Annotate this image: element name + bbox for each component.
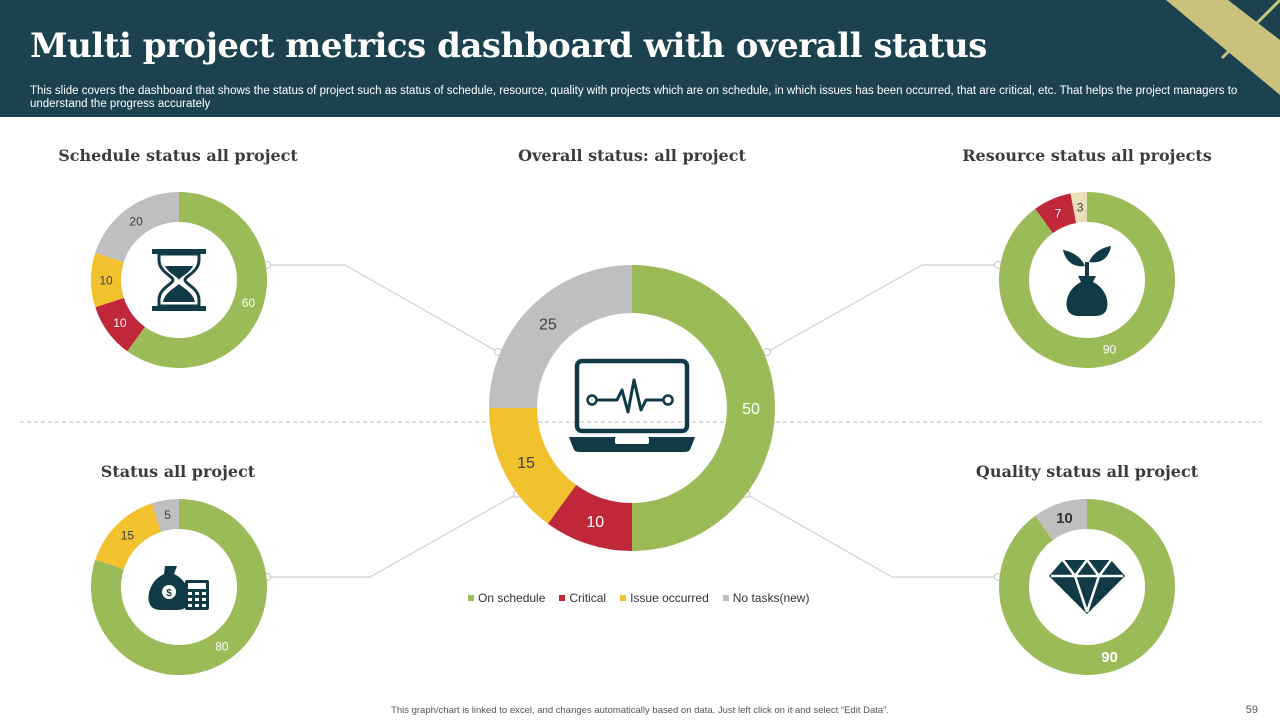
schedule-label-issue-occurred: 10 bbox=[99, 273, 113, 287]
resource-slice-critical bbox=[1035, 193, 1077, 234]
page-title: Multi project metrics dashboard with ove… bbox=[30, 26, 987, 66]
legend-item-issue-occurred: Issue occurred bbox=[620, 591, 709, 605]
quality-label-on-schedule: 90 bbox=[1101, 649, 1118, 666]
quality-slice-no-tasks-new bbox=[1035, 499, 1087, 541]
status-slice-on-schedule bbox=[91, 499, 268, 676]
overall-label-critical: 10 bbox=[586, 514, 604, 531]
connector-lines bbox=[267, 264, 998, 578]
status-label-on-schedule: 80 bbox=[215, 639, 229, 653]
connector-status bbox=[267, 493, 518, 578]
quality-slice-on-schedule bbox=[998, 499, 1176, 675]
resource-donut-chart: 90 7 3 bbox=[998, 192, 1176, 368]
overall-chart-title: Overall status: all project bbox=[518, 146, 746, 165]
resource-chart-title: Resource status all projects bbox=[962, 146, 1212, 165]
resource-label-other: 3 bbox=[1077, 201, 1084, 215]
overall-label-on-schedule: 50 bbox=[742, 401, 760, 418]
schedule-slice-issue-occurred bbox=[91, 252, 124, 308]
corner-decoration bbox=[1166, 0, 1280, 95]
status-chart-title: Status all project bbox=[100, 462, 256, 481]
legend-swatch-critical bbox=[559, 595, 566, 601]
page-subtitle: This slide covers the dashboard that sho… bbox=[30, 85, 1238, 110]
schedule-label-critical: 10 bbox=[113, 316, 127, 330]
connector-schedule bbox=[267, 264, 499, 353]
legend-label: Critical bbox=[569, 591, 607, 605]
schedule-label-on-schedule: 60 bbox=[242, 296, 256, 310]
legend-label: Issue occurred bbox=[630, 591, 709, 605]
legend-swatch-issue-occurred bbox=[620, 595, 627, 601]
resource-slice-other bbox=[1070, 192, 1087, 224]
money-plant-icon bbox=[1063, 246, 1111, 316]
overall-label-no-tasks-new: 25 bbox=[539, 317, 557, 334]
header-bar: Multi project metrics dashboard with ove… bbox=[0, 0, 1280, 117]
overall-slice-critical bbox=[547, 484, 632, 551]
schedule-label-no-tasks-new: 20 bbox=[129, 214, 143, 228]
legend-item-on-schedule: On schedule bbox=[468, 591, 545, 605]
overall-slice-no-tasks-new bbox=[489, 265, 632, 408]
legend-item-critical: Critical bbox=[559, 591, 606, 605]
status-label-no-tasks-new: 5 bbox=[164, 508, 171, 522]
schedule-slice-no-tasks-new bbox=[95, 192, 179, 263]
legend-label: On schedule bbox=[478, 591, 546, 605]
svg-text:$: $ bbox=[166, 588, 172, 599]
resource-label-critical: 7 bbox=[1055, 206, 1062, 220]
legend-label: No tasks(new) bbox=[732, 591, 810, 605]
schedule-slice-critical bbox=[95, 297, 145, 352]
hourglass-icon bbox=[152, 249, 206, 311]
status-slice-no-tasks-new bbox=[151, 499, 179, 532]
status-donut-chart: 80 15 5 bbox=[91, 499, 268, 676]
diamond-icon bbox=[1049, 557, 1125, 614]
legend-swatch-on-schedule bbox=[468, 595, 474, 601]
resource-label-on-schedule: 90 bbox=[1103, 343, 1117, 357]
money-calculator-icon: $ bbox=[148, 566, 209, 610]
schedule-donut-chart: 60 10 10 20 bbox=[91, 192, 268, 368]
overall-chart-legend: On schedule Critical Issue occurred No t… bbox=[468, 591, 809, 605]
overall-slice-on-schedule bbox=[632, 265, 775, 551]
status-label-issue-occurred: 15 bbox=[121, 529, 135, 543]
legend-swatch-no-tasks bbox=[722, 595, 729, 601]
connector-quality bbox=[745, 493, 998, 578]
overall-slice-issue-occurred bbox=[489, 408, 577, 524]
resource-slice-on-schedule bbox=[998, 192, 1176, 368]
overall-label-issue-occurred: 15 bbox=[517, 455, 535, 472]
legend-item-no-tasks: No tasks(new) bbox=[722, 591, 810, 605]
status-slice-issue-occurred bbox=[95, 503, 162, 570]
page-number: 59 bbox=[1245, 704, 1258, 716]
quality-label-no-tasks-new: 10 bbox=[1056, 510, 1073, 527]
quality-donut-chart: 90 10 bbox=[998, 499, 1176, 675]
footer-note: This graph/chart is linked to excel, and… bbox=[391, 705, 889, 716]
connector-resource bbox=[766, 264, 998, 353]
schedule-chart-title: Schedule status all project bbox=[58, 146, 298, 165]
quality-chart-title: Quality status all project bbox=[975, 462, 1199, 481]
laptop-pulse-icon bbox=[569, 358, 695, 452]
schedule-slice-on-schedule bbox=[127, 192, 268, 368]
overall-donut-chart: 50 10 15 25 bbox=[489, 265, 775, 551]
